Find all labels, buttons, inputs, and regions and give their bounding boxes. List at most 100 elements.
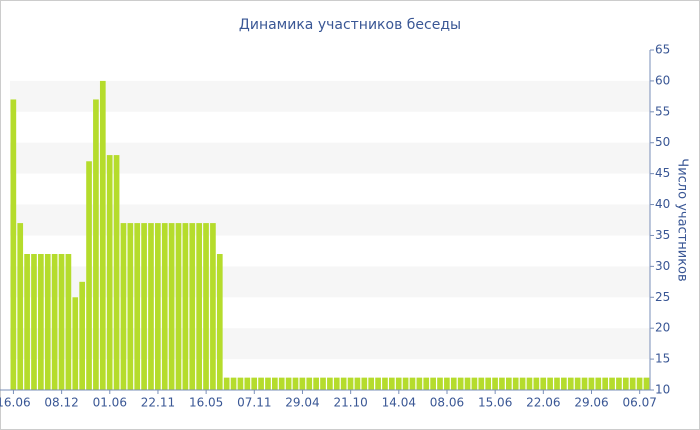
x-tick-label: 29.06 — [574, 396, 608, 410]
bar — [567, 377, 574, 390]
bar — [437, 377, 443, 390]
bar — [251, 377, 258, 390]
bar — [430, 377, 436, 390]
bar — [609, 377, 615, 390]
bar — [554, 377, 560, 390]
y-tick-label: 15 — [655, 352, 670, 366]
bar — [155, 223, 161, 390]
bar — [464, 377, 471, 390]
bar — [79, 281, 85, 390]
bar — [93, 99, 99, 391]
bar — [106, 155, 113, 390]
bar — [395, 377, 402, 390]
bar — [574, 377, 581, 390]
bar — [223, 377, 230, 390]
bar — [265, 377, 271, 390]
x-tick-label: 01.06 — [93, 396, 127, 410]
grid-band — [10, 80, 650, 112]
bar — [416, 377, 423, 390]
bar — [306, 377, 313, 390]
bar — [120, 223, 127, 390]
bar — [588, 377, 595, 390]
x-tick-label: 08.06 — [430, 396, 464, 410]
bar — [189, 223, 196, 390]
bar — [237, 377, 244, 390]
bar — [203, 223, 209, 390]
chart-title: Динамика участников беседы — [239, 17, 461, 33]
bar — [499, 377, 505, 390]
y-tick-label: 25 — [655, 290, 670, 304]
bar — [450, 377, 457, 390]
x-tick-label: 16.06 — [0, 396, 31, 410]
bar — [561, 377, 567, 390]
bar — [216, 254, 223, 390]
y-tick-label: 20 — [655, 321, 670, 335]
bar — [272, 377, 278, 390]
bar — [10, 99, 17, 391]
x-tick-label: 29.04 — [285, 396, 319, 410]
bar — [320, 377, 326, 390]
bar — [388, 377, 395, 390]
bar — [382, 377, 388, 390]
grid-band — [10, 204, 650, 236]
bar — [51, 254, 58, 390]
y-tick-label: 35 — [655, 228, 670, 242]
bar — [148, 223, 154, 390]
bar — [44, 254, 51, 390]
y-tick-label: 65 — [655, 43, 670, 57]
y-tick-label: 45 — [655, 166, 670, 180]
bar — [533, 377, 540, 390]
bar — [141, 223, 147, 390]
bar — [17, 223, 24, 390]
bar — [643, 377, 650, 390]
bar — [38, 254, 44, 390]
bar — [134, 223, 141, 390]
bar — [24, 254, 30, 390]
bar — [72, 297, 79, 390]
y-axis-label: Число участников — [675, 158, 690, 281]
bar — [505, 377, 512, 390]
bar — [375, 377, 381, 390]
bar — [113, 155, 120, 390]
x-tick-label: 22.06 — [526, 396, 560, 410]
bar — [629, 377, 636, 390]
bar — [333, 377, 340, 390]
bar — [547, 377, 553, 390]
bar — [258, 377, 264, 390]
bar — [581, 377, 588, 390]
bar — [86, 161, 92, 390]
bar — [471, 377, 478, 390]
x-tick-label: 07.11 — [237, 396, 271, 410]
bar — [519, 377, 526, 390]
grid-band — [10, 266, 650, 298]
x-tick-label: 15.06 — [478, 396, 512, 410]
bar — [340, 377, 347, 390]
bar — [485, 377, 492, 390]
y-tick-label: 60 — [655, 73, 670, 87]
bar — [299, 377, 306, 390]
bar — [636, 377, 643, 390]
bar — [244, 377, 251, 390]
bar — [65, 254, 72, 390]
x-tick-label: 21.10 — [333, 396, 367, 410]
bar — [313, 377, 319, 390]
x-tick-label: 22.11 — [141, 396, 175, 410]
y-tick-label: 10 — [655, 383, 670, 397]
bar — [492, 377, 498, 390]
bar — [616, 377, 622, 390]
bar — [457, 377, 464, 390]
x-tick-label: 08.12 — [44, 396, 78, 410]
y-tick-label: 50 — [655, 135, 670, 149]
bar — [99, 80, 106, 390]
bar — [230, 377, 237, 390]
bar — [327, 377, 333, 390]
bar — [409, 377, 416, 390]
bar — [368, 377, 375, 390]
bar — [161, 223, 168, 390]
bar — [512, 377, 519, 390]
bar — [292, 377, 299, 390]
bar — [423, 377, 430, 390]
bar — [354, 377, 361, 390]
bar — [210, 223, 216, 390]
